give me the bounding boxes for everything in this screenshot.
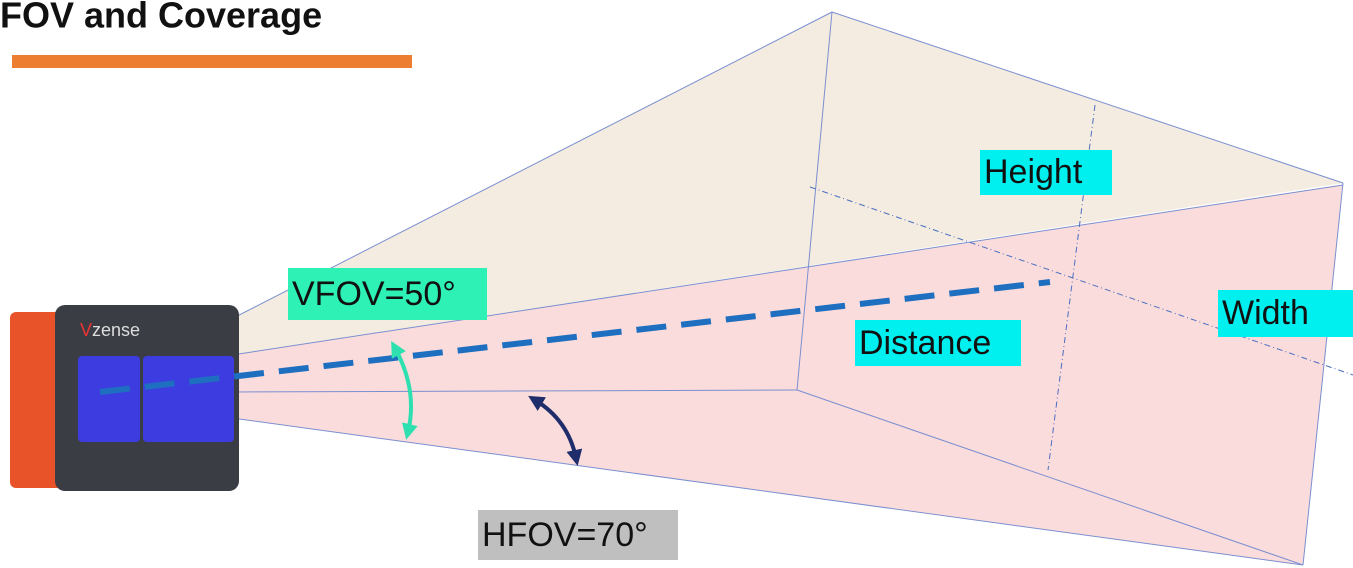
vfov-arrow bbox=[391, 340, 418, 440]
logo-text: zense bbox=[92, 320, 140, 340]
vfov-label: VFOV=50° bbox=[292, 275, 456, 313]
title: FOV and Coverage bbox=[0, 0, 322, 36]
vfov-box bbox=[288, 268, 487, 320]
width-label: Width bbox=[1222, 294, 1309, 332]
height-label: Height bbox=[984, 153, 1083, 191]
width-box bbox=[1218, 290, 1353, 337]
height-box bbox=[980, 150, 1112, 195]
title-underline bbox=[12, 55, 412, 68]
distance-line bbox=[99, 279, 1051, 395]
bottom-plane bbox=[232, 185, 1343, 565]
camera: Vzense bbox=[10, 305, 239, 491]
hfov-box bbox=[478, 510, 678, 560]
logo-mark: V bbox=[80, 320, 92, 340]
hfov-label: HFOV=70° bbox=[482, 516, 648, 554]
hfov-arrow bbox=[528, 395, 583, 466]
distance-label: Distance bbox=[859, 324, 991, 362]
distance-box bbox=[855, 320, 1021, 366]
camera-logo: Vzense bbox=[80, 320, 140, 340]
